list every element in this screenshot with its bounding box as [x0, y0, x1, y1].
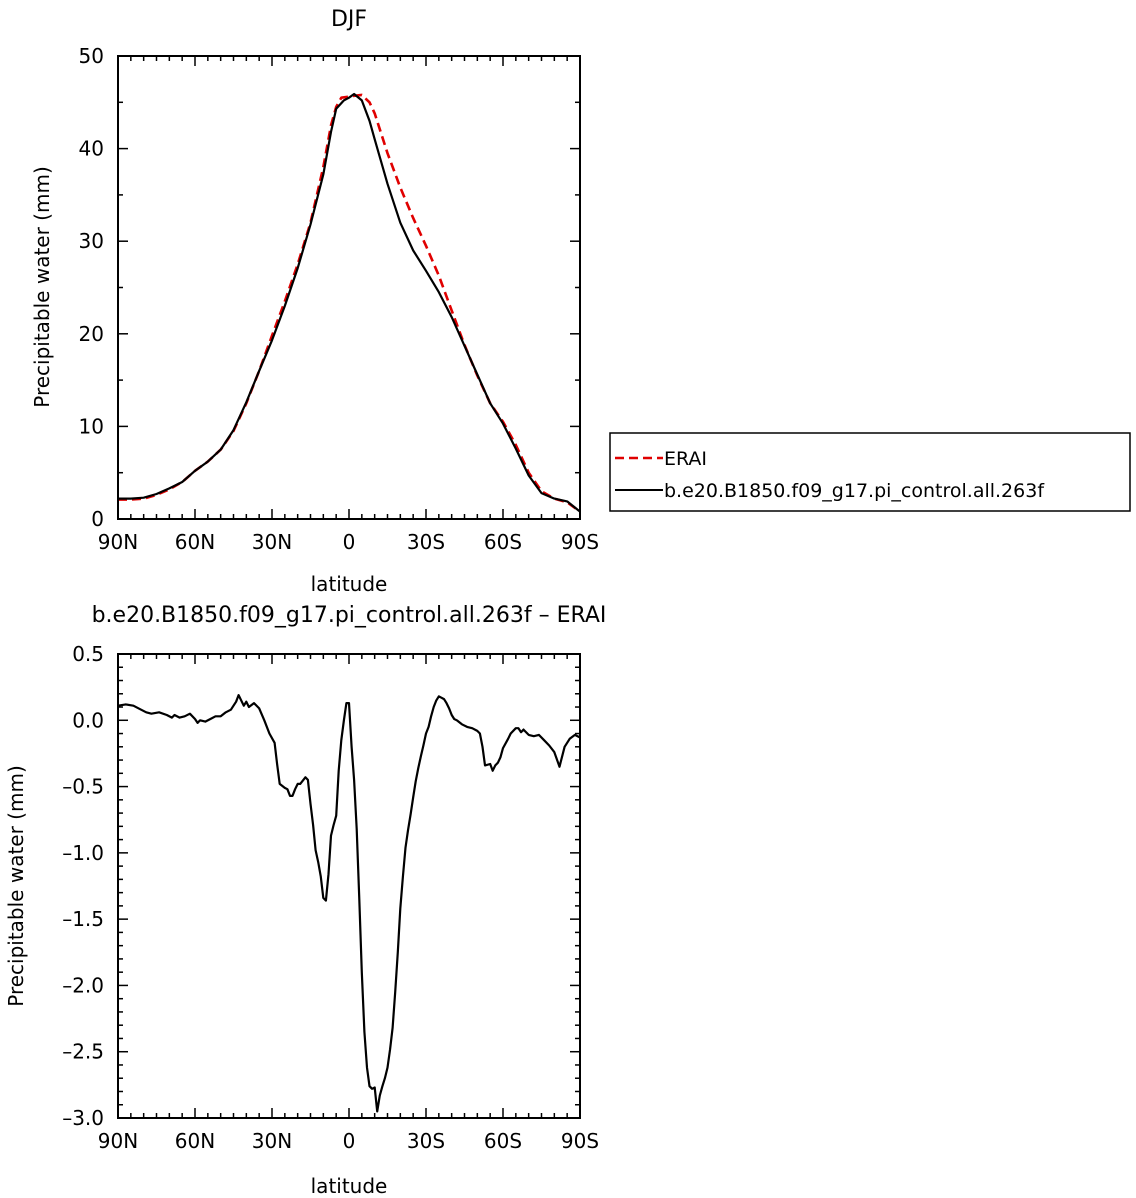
bottom-x-tick-label: 0: [343, 1129, 356, 1153]
bottom-chart-panel: b.e20.B1850.f09_g17.pi_control.all.263f …: [4, 603, 606, 1198]
bottom-data-lines: [117, 694, 581, 1113]
bottom-x-tick-label: 30N: [252, 1129, 292, 1153]
bottom-y-tick-label: –1.0: [62, 841, 104, 865]
bottom-y-axis-label: Precipitable water (mm): [4, 765, 28, 1007]
legend-label-model: b.e20.B1850.f09_g17.pi_control.all.263f: [664, 480, 1045, 502]
top-y-tick-label: 10: [79, 414, 104, 438]
top-x-tick-label: 90N: [98, 530, 138, 554]
legend-box: [609, 432, 1131, 512]
bottom-y-tick-label: –0.5: [62, 775, 104, 799]
top-x-tick-label: 0: [343, 530, 356, 554]
legend-label-erai: ERAI: [664, 448, 707, 470]
bottom-series-line-0: [117, 694, 581, 1113]
top-chart-title: DJF: [331, 7, 367, 32]
bottom-x-tick-labels: 90N 60N 30N 0 30S 60S 90S: [98, 1129, 599, 1153]
top-x-tick-label: 90S: [561, 530, 599, 554]
bottom-x-tick-label: 60S: [484, 1129, 522, 1153]
top-series-line-0: [118, 93, 581, 513]
top-x-tick-label: 30S: [407, 530, 445, 554]
top-x-tick-label: 60S: [484, 530, 522, 554]
bottom-y-tick-label: –1.5: [62, 907, 104, 931]
bottom-y-tick-label: –3.0: [62, 1106, 104, 1130]
top-data-lines: [118, 92, 581, 513]
top-y-tick-label: 20: [79, 322, 104, 346]
bottom-plot-frame: [117, 653, 581, 1119]
top-chart-panel: DJF 90N 60N 30N 0 30S 60S 90S 0 10 20 30 40 50 lati…: [30, 7, 599, 596]
bottom-x-tick-label: 90N: [98, 1129, 138, 1153]
bottom-chart-title: b.e20.B1850.f09_g17.pi_control.all.263f …: [92, 603, 607, 628]
top-y-tick-label: 40: [79, 137, 104, 161]
top-y-tick-label: 30: [79, 229, 104, 253]
top-x-axis-label: latitude: [311, 572, 388, 596]
bottom-axis-ticks: [117, 653, 581, 1119]
top-plot-frame: [117, 55, 581, 520]
top-y-tick-label: 0: [91, 507, 104, 531]
bottom-x-tick-label: 90S: [561, 1129, 599, 1153]
bottom-y-tick-labels: 0.5 0.0 –0.5 –1.0 –1.5 –2.0 –2.5 –3.0: [62, 642, 104, 1130]
top-y-tick-labels: 0 10 20 30 40 50: [79, 44, 104, 531]
top-y-axis-label: Precipitable water (mm): [30, 166, 54, 408]
top-x-tick-label: 60N: [175, 530, 215, 554]
bottom-y-tick-label: 0.5: [72, 642, 104, 666]
bottom-x-axis-label: latitude: [311, 1174, 388, 1198]
bottom-y-tick-label: –2.5: [62, 1040, 104, 1064]
bottom-x-tick-label: 30S: [407, 1129, 445, 1153]
top-x-tick-label: 30N: [252, 530, 292, 554]
bottom-x-tick-label: 60N: [175, 1129, 215, 1153]
top-x-tick-labels: 90N 60N 30N 0 30S 60S 90S: [98, 530, 599, 554]
top-axis-ticks: [117, 55, 581, 520]
bottom-y-tick-label: 0.0: [72, 708, 104, 732]
bottom-y-tick-label: –2.0: [62, 973, 104, 997]
top-series-line-1: [118, 92, 581, 513]
legend: ERAI b.e20.B1850.f09_g17.pi_control.all.…: [609, 432, 1131, 512]
top-y-tick-label: 50: [79, 44, 104, 68]
